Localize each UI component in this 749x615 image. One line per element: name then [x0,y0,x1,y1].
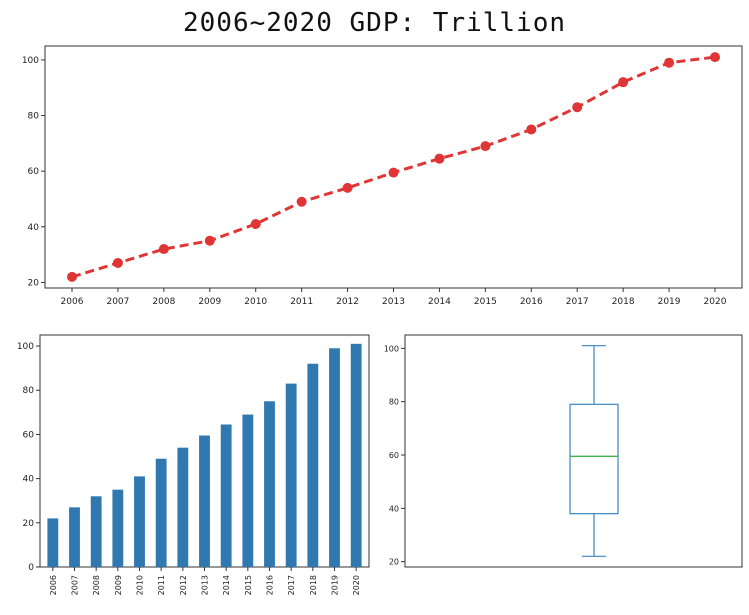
line-xtick-label: 2019 [658,297,681,307]
line-xtick-label: 2018 [612,297,635,307]
gdp-bar [329,348,340,567]
bar-xtick-label: 2018 [309,575,318,595]
gdp-bar [285,383,297,567]
box-ytick-label: 80 [389,398,399,407]
line-plot-frame [44,45,743,289]
gdp-line-point [250,219,261,230]
gdp-bar [242,414,254,567]
gdp-line-point [618,77,629,88]
gdp-bar [155,458,167,567]
line-xtick-label: 2008 [152,297,175,307]
gdp-bar [47,518,59,567]
gdp-bar [307,363,319,567]
line-xtick-label: 2006 [61,297,84,307]
line-xtick-label: 2014 [428,297,451,307]
line-xtick-label: 2017 [566,297,589,307]
gdp-line-point [67,271,77,282]
line-xtick-label: 2020 [704,297,727,307]
box-ytick-label: 60 [389,451,399,460]
bar-xtick-label: 2013 [201,575,210,595]
bar-xtick-label: 2020 [352,575,361,595]
bar-xtick-label: 2009 [114,575,123,595]
line-xtick-label: 2013 [382,297,405,307]
bar-xtick-label: 2015 [244,575,253,595]
bar-ytick-label: 20 [23,519,35,529]
gdp-line-point [112,257,123,268]
gdp-line-point [710,52,720,63]
bar-ytick-label: 100 [17,342,34,352]
gdp-bar [69,507,80,567]
gdp-line-point [296,196,307,207]
bar-xtick-label: 2010 [136,575,145,595]
line-xtick-label: 2009 [198,297,221,307]
gdp-bar [112,489,124,567]
gdp-bar [350,343,362,567]
box-ytick-label: 40 [389,504,399,513]
bar-xtick-label: 2011 [157,575,166,595]
line-xtick-label: 2016 [520,297,543,307]
bar-ytick-label: 0 [28,563,34,573]
box-iqr [569,403,619,515]
line-xtick-label: 2010 [244,297,267,307]
line-ytick-label: 80 [28,112,40,122]
gdp-bar [134,476,145,567]
gdp-line-point [158,244,169,255]
line-ytick-label: 40 [28,223,40,233]
bar-xtick-label: 2017 [287,575,296,595]
gdp-line-point [388,167,399,178]
line-xtick-label: 2011 [290,297,313,307]
bar-xtick-label: 2006 [49,575,58,595]
gdp-line-point [434,153,445,164]
bar-xtick-label: 2012 [179,575,188,595]
gdp-line-point [480,141,491,152]
gdp-line-series [71,55,716,279]
bar-xtick-label: 2008 [92,575,101,595]
line-xtick-label: 2012 [336,297,359,307]
bar-xtick-label: 2019 [331,575,340,595]
line-ytick-label: 20 [28,278,40,288]
bar-xtick-label: 2016 [266,575,275,595]
gdp-line-point [204,235,215,246]
bar-xtick-label: 2014 [222,575,231,595]
gdp-bar [264,401,275,567]
bar-ytick-label: 40 [23,475,35,485]
gdp-line-point [342,182,353,193]
line-xtick-label: 2007 [106,297,129,307]
gdp-bar [199,435,210,567]
box-plot-frame [404,334,743,568]
gdp-bar [90,496,102,567]
gdp-line-point [526,124,537,135]
chart-title: 2006~2020 GDP: Trillion [182,8,567,38]
gdp-line-point [572,102,583,113]
box-ytick-label: 20 [389,558,399,567]
line-ytick-label: 100 [22,56,39,66]
gdp-bar [177,447,189,567]
bar-xtick-label: 2007 [71,575,80,595]
line-xtick-label: 2015 [474,297,497,307]
bar-ytick-label: 60 [23,430,35,440]
box-ytick-label: 100 [384,344,399,353]
bar-ytick-label: 80 [23,386,35,396]
line-ytick-label: 60 [28,167,40,177]
gdp-line-point [664,57,675,68]
gdp-bar [220,424,232,567]
